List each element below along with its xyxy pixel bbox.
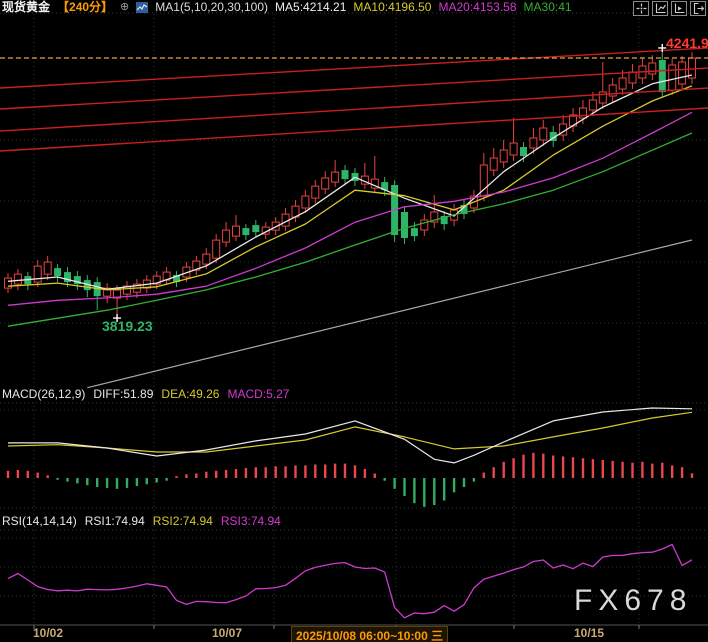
macd-diff-value: DIFF:51.89 bbox=[93, 387, 154, 401]
rsi-title: RSI(14,14,14) bbox=[2, 514, 77, 528]
fx678-watermark: FX678 bbox=[574, 584, 693, 617]
macd-dea-value: DEA:49.26 bbox=[161, 387, 220, 401]
ma30-value: MA30:41 bbox=[523, 0, 572, 14]
ma20-value: MA20:4153.58 bbox=[438, 0, 517, 14]
rsi-panel-labels: RSI(14,14,14) RSI1:74.94 RSI2:74.94 RSI3… bbox=[2, 514, 281, 528]
add-indicator-icon[interactable]: ⊕ bbox=[120, 1, 130, 13]
macd-panel-labels: MACD(26,12,9) DIFF:51.89 DEA:49.26 MACD:… bbox=[2, 387, 289, 401]
ma5-value: MA5:4214.21 bbox=[275, 0, 347, 14]
indicator-chart-icon bbox=[136, 2, 149, 13]
ma-settings-label: MA1(5,10,20,30,100) bbox=[155, 0, 269, 14]
svg-text:4241.9: 4241.9 bbox=[666, 35, 708, 51]
axis-date-label-highlighted[interactable]: 2025/10/08 06:00~10:00 三 bbox=[291, 626, 449, 642]
timeframe-label[interactable]: 【240分】 bbox=[57, 0, 114, 14]
axis-zoom-tool-button[interactable] bbox=[652, 1, 668, 16]
ma10-value: MA10:4196.50 bbox=[353, 0, 432, 14]
crosshair-tool-button[interactable] bbox=[633, 1, 649, 16]
rsi3-value: RSI3:74.94 bbox=[220, 514, 281, 528]
chart-toolbar bbox=[633, 1, 706, 16]
macd-title: MACD(26,12,9) bbox=[2, 387, 86, 401]
exit-fullscreen-button[interactable] bbox=[690, 1, 706, 16]
macd-macd-value: MACD:5.27 bbox=[227, 387, 290, 401]
axis-date-label: 10/02 bbox=[33, 626, 64, 640]
rsi2-value: RSI2:74.94 bbox=[152, 514, 213, 528]
playback-tool-button[interactable] bbox=[671, 1, 687, 16]
rsi1-value: RSI1:74.94 bbox=[84, 514, 145, 528]
svg-text:3819.23: 3819.23 bbox=[102, 318, 153, 334]
chart-header: 现货黄金 【240分】 ⊕ MA1(5,10,20,30,100) MA5:42… bbox=[2, 0, 572, 15]
axis-date-label: 10/07 bbox=[212, 626, 243, 640]
axis-date-label: 10/15 bbox=[574, 626, 605, 640]
x-axis-labels: 10/02 10/07 2025/10/08 06:00~10:00 三 10/… bbox=[0, 626, 708, 642]
symbol-name: 现货黄金 bbox=[2, 0, 51, 14]
